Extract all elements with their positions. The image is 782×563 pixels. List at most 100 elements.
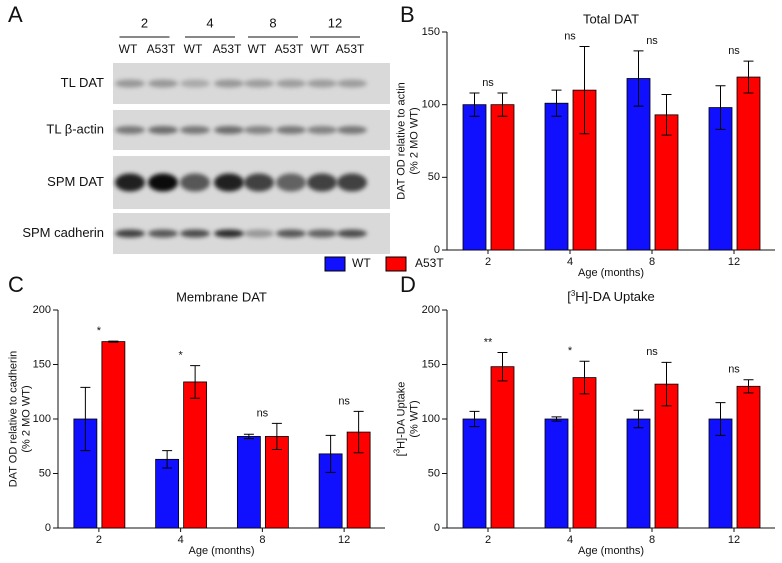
x-axis-title: Age (months) xyxy=(188,545,254,557)
y-tick-label: 0 xyxy=(434,244,440,256)
bar xyxy=(490,366,515,529)
significance-label: ns xyxy=(564,30,576,42)
error-bar xyxy=(715,402,726,436)
error-bar xyxy=(190,365,201,399)
group-label: 2 xyxy=(141,15,148,30)
y-axis-title-line: (% WT) xyxy=(408,400,420,437)
bar xyxy=(462,418,487,529)
error-bar xyxy=(271,422,282,451)
legend-swatch xyxy=(385,256,407,272)
band xyxy=(180,126,210,134)
error-bar xyxy=(715,85,726,130)
row-label: SPM cadherin xyxy=(22,225,104,240)
lane-label: WT xyxy=(119,42,138,56)
band xyxy=(180,229,210,238)
error-bar xyxy=(661,361,672,407)
x-tick-label: 2 xyxy=(485,534,491,546)
bar xyxy=(736,385,761,529)
band xyxy=(214,79,244,88)
panel-label: C xyxy=(8,272,24,297)
lane-label: A53T xyxy=(147,42,176,56)
band xyxy=(276,229,306,238)
bar xyxy=(183,381,208,529)
group-label: 8 xyxy=(269,15,276,30)
band xyxy=(307,126,337,134)
significance-label: ns xyxy=(646,346,658,358)
text-part: H]-DA Uptake xyxy=(395,382,407,449)
x-axis-title: Age (months) xyxy=(578,267,644,279)
x-tick-label: 8 xyxy=(649,534,655,546)
y-tick-label: 150 xyxy=(422,358,440,370)
band xyxy=(180,173,210,192)
x-tick-label: 12 xyxy=(728,256,740,268)
y-axis-title-line: (% 2 MO WT) xyxy=(408,107,420,174)
y-axis-title-line: (% 2 MO WT) xyxy=(20,385,32,452)
lane-label: WT xyxy=(184,42,203,56)
x-tick-label: 2 xyxy=(485,256,491,268)
text-part: 3 xyxy=(571,289,576,298)
chart-title: Total DAT xyxy=(583,11,639,26)
band xyxy=(307,173,337,192)
error-bar xyxy=(551,89,562,117)
legend-label: WT xyxy=(352,256,371,270)
band xyxy=(115,126,145,134)
band xyxy=(214,173,244,192)
y-axis-title-line: DAT OD relative to cadherin xyxy=(7,351,19,488)
bar xyxy=(736,76,761,251)
x-tick-label: 8 xyxy=(649,256,655,268)
band xyxy=(337,229,367,238)
significance-label: * xyxy=(178,349,183,361)
legend-label: A53T xyxy=(415,256,444,270)
y-axis-title-line: DAT OD relative to actin xyxy=(395,82,407,200)
y-tick-label: 50 xyxy=(428,171,440,183)
text-part: [ xyxy=(395,453,407,456)
group-label: 12 xyxy=(328,15,342,30)
error-bar xyxy=(743,379,754,394)
lane-label: WT xyxy=(311,42,330,56)
y-tick-label: 0 xyxy=(434,522,440,534)
chart-title: Membrane DAT xyxy=(176,289,267,304)
error-bar xyxy=(80,386,91,452)
y-tick-label: 200 xyxy=(422,304,440,316)
significance-label: ** xyxy=(484,336,493,348)
bar xyxy=(155,458,180,529)
text-part: H]-DA Uptake xyxy=(575,289,654,304)
x-tick-label: 4 xyxy=(178,534,184,546)
bar xyxy=(626,418,651,529)
y-axis-title: [3H]-DA Uptake (% WT) xyxy=(392,382,420,457)
band xyxy=(214,229,244,238)
error-bar xyxy=(743,60,754,94)
band xyxy=(148,126,178,134)
y-tick-label: 200 xyxy=(33,304,51,316)
band xyxy=(148,79,178,88)
lane-label: WT xyxy=(248,42,267,56)
panel-label: D xyxy=(400,272,416,297)
bar xyxy=(490,104,515,251)
bar xyxy=(544,418,569,529)
x-tick-label: 2 xyxy=(96,534,102,546)
band xyxy=(214,126,244,134)
band xyxy=(148,173,178,192)
panel-label: B xyxy=(400,2,415,27)
error-bar xyxy=(661,93,672,136)
error-bar xyxy=(579,360,590,395)
group-label: 4 xyxy=(206,15,213,30)
significance-label: ns xyxy=(338,395,350,407)
significance-label: ns xyxy=(646,35,658,47)
band xyxy=(115,173,145,192)
significance-label: ns xyxy=(728,364,740,376)
panel-label: A xyxy=(8,2,23,27)
significance-label: * xyxy=(568,345,573,357)
y-axis-title: DAT OD relative to actin (% 2 MO WT) xyxy=(395,82,420,200)
bar xyxy=(236,436,261,529)
error-bar xyxy=(469,92,480,117)
error-bar xyxy=(162,450,173,469)
x-axis-title: Age (months) xyxy=(578,545,644,557)
significance-label: ns xyxy=(257,407,269,419)
chart-title: [3H]-DA Uptake xyxy=(567,289,655,305)
error-bar xyxy=(243,433,254,440)
band xyxy=(244,229,274,238)
error-bar xyxy=(633,50,644,107)
y-tick-label: 50 xyxy=(39,467,51,479)
